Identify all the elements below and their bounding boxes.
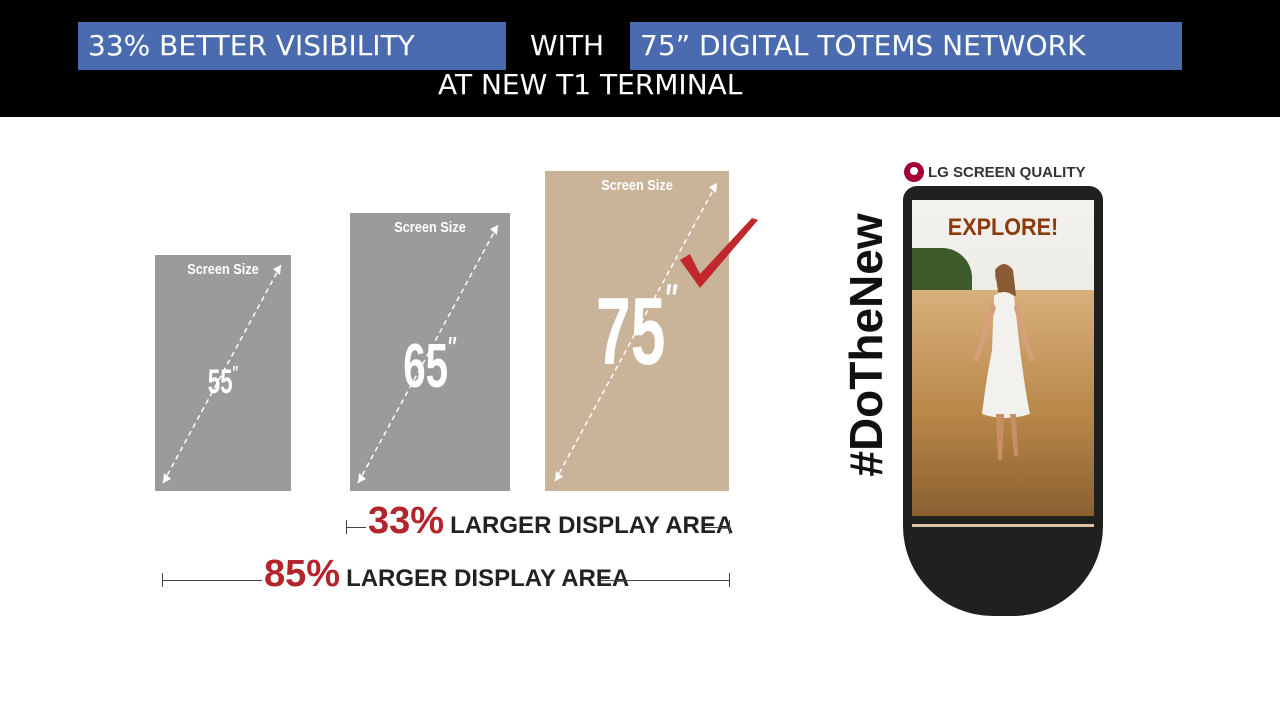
brand-badge: LG SCREEN QUALITY [904, 162, 1086, 182]
range-tick [729, 573, 730, 587]
totem-screen-image: EXPLORE! [912, 200, 1094, 516]
diagonal-arrow-icon [554, 182, 718, 482]
screen-headline: EXPLORE! [947, 214, 1059, 241]
checkmark-icon [680, 218, 758, 288]
woman-figure [974, 264, 1034, 460]
connector-text: WITH [530, 29, 605, 62]
totems-headline: 75” DIGITAL TOTEMS NETWORK [630, 22, 1182, 70]
comparison-label: LARGER DISPLAY AREA [346, 565, 630, 592]
visibility-headline: 33% BETTER VISIBILITY [78, 22, 506, 70]
terminal-subline: AT NEW T1 TERMINAL [438, 68, 743, 101]
hashtag-text: #DoTheNew [840, 213, 892, 477]
diagonal-arrow-icon [357, 224, 499, 484]
comparison-percent: 85% [264, 553, 341, 595]
screen-size-value: 55″ [207, 363, 239, 401]
range-tick [729, 520, 730, 534]
comparison-percent: 33% [368, 500, 445, 542]
brand-text: LG SCREEN QUALITY [928, 163, 1086, 181]
comparison-label: LARGER DISPLAY AREA [450, 512, 734, 539]
range-line [162, 580, 262, 581]
diagonal-arrow-icon [162, 264, 282, 484]
comparison-33: 33% LARGER DISPLAY AREA [368, 500, 733, 543]
header-bar: 33% BETTER VISIBILITY WITH 75” DIGITAL T… [0, 0, 1280, 117]
screen-size-label: Screen Size [187, 261, 259, 278]
lg-logo-icon [904, 162, 924, 182]
screen-size-value: 65″ [403, 331, 457, 401]
screen-size-value: 75″ [596, 277, 678, 385]
screen-size-55: Screen Size 55″ [155, 255, 291, 491]
screen-bottom-strip [912, 524, 1094, 527]
screen-size-75: Screen Size 75″ [545, 171, 729, 491]
range-line [704, 527, 729, 528]
range-line [600, 580, 729, 581]
screen-size-label: Screen Size [394, 219, 466, 236]
screen-size-65: Screen Size 65″ [350, 213, 510, 491]
comparison-85: 85% LARGER DISPLAY AREA [264, 553, 629, 596]
screen-size-label: Screen Size [601, 177, 673, 194]
range-line [346, 527, 366, 528]
